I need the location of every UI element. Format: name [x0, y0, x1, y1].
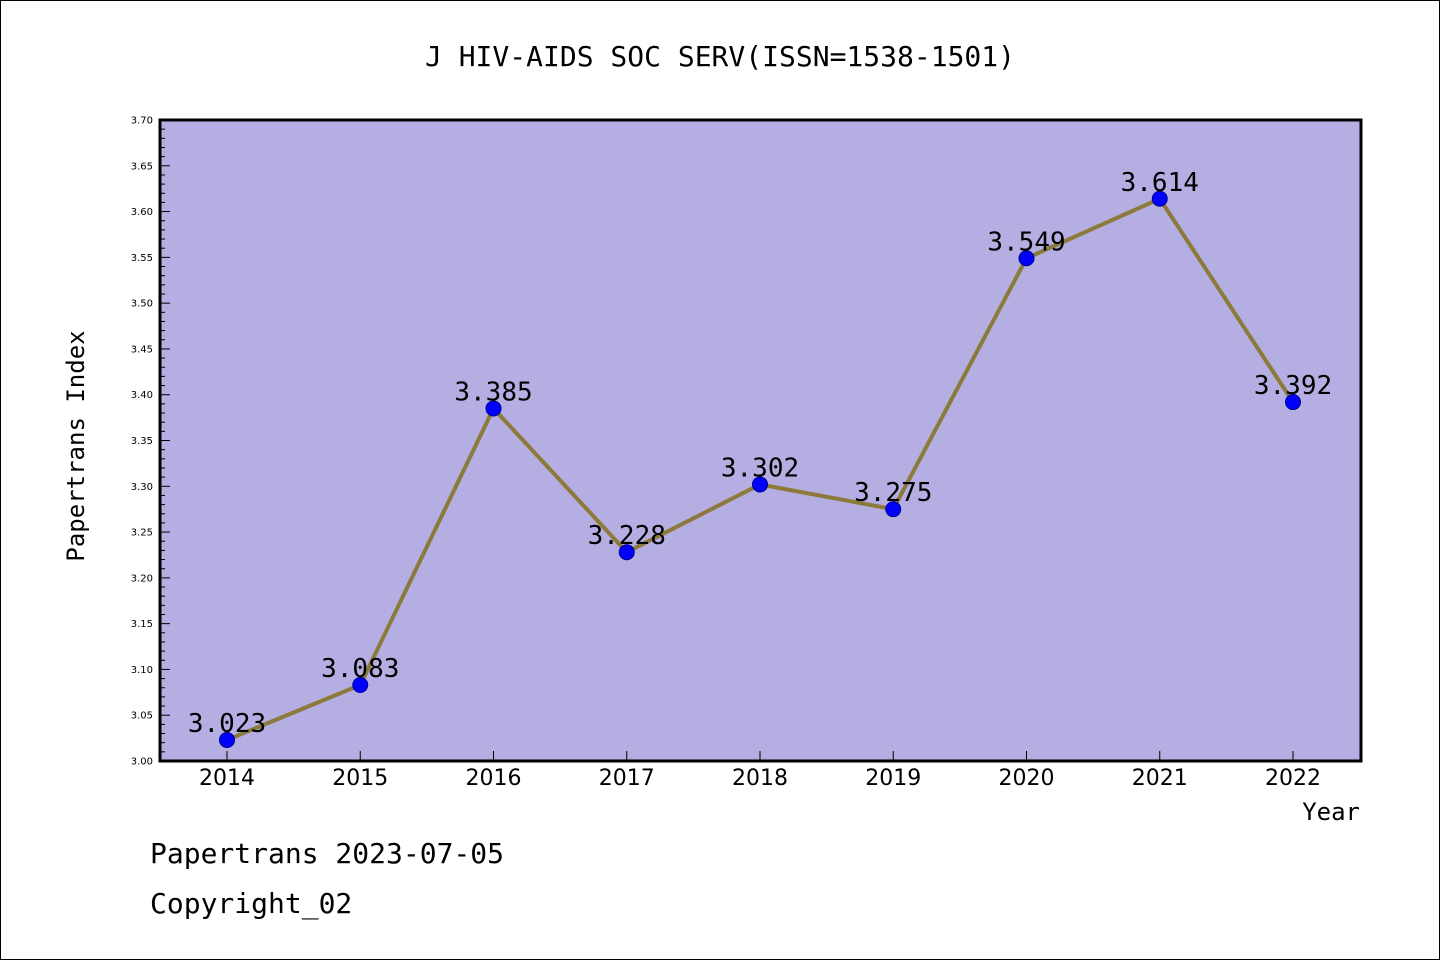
x-axis-title: Year	[1302, 798, 1360, 826]
y-tick-label: 3.60	[131, 207, 153, 218]
y-tick-label: 3.50	[131, 299, 153, 310]
x-tick-label: 2015	[332, 766, 388, 791]
data-point	[1151, 190, 1168, 207]
footer-copyright: Copyright_02	[150, 887, 352, 921]
x-tick-label: 2016	[466, 766, 522, 791]
data-point	[618, 544, 635, 561]
data-label: 3.392	[1254, 371, 1332, 401]
data-label: 3.083	[321, 654, 399, 684]
y-axis-title: Papertrans Index	[62, 330, 90, 561]
x-tick-label: 2018	[732, 766, 788, 791]
x-axis: 2014 2015 2016 2017 2018 2019 2020 2021 2022	[199, 751, 1321, 791]
plot-frame	[158, 118, 1363, 763]
x-tick-label: 2021	[1132, 766, 1188, 791]
data-point	[352, 676, 369, 693]
x-tick-label: 2019	[865, 766, 921, 791]
series-markers	[219, 190, 1301, 748]
data-label: 3.549	[987, 227, 1065, 257]
plot-area	[160, 120, 1361, 761]
x-tick-label: 2017	[599, 766, 655, 791]
y-tick-label: 3.25	[131, 528, 153, 539]
y-axis: 3.00 3.05 3.10 3.15 3.20 3.25 3.30 3.35 3.40 3.45…	[131, 116, 170, 768]
footer-date: Papertrans 2023-07-05	[150, 837, 504, 870]
data-point	[752, 476, 768, 493]
data-label: 3.275	[854, 478, 932, 508]
chart-title: J HIV-AIDS SOC SERV(ISSN=1538-1501)	[425, 40, 1015, 73]
y-tick-label: 3.20	[131, 573, 153, 584]
data-point	[1285, 394, 1301, 411]
data-label: 3.614	[1121, 168, 1199, 198]
data-label: 3.302	[721, 453, 799, 483]
y-tick-label: 3.40	[131, 390, 153, 401]
data-point	[219, 731, 235, 748]
data-label: 3.228	[588, 521, 666, 551]
x-tick-label: 2020	[999, 766, 1055, 791]
data-labels: 3.023 3.083 3.385 3.228 3.302 3.275 3.549 3.614…	[188, 168, 1332, 739]
data-label: 3.023	[188, 709, 266, 739]
data-point	[1018, 250, 1035, 267]
y-tick-label: 3.70	[131, 116, 153, 127]
y-tick-label: 3.30	[131, 482, 153, 493]
y-tick-label: 3.65	[131, 161, 153, 172]
y-tick-label: 3.45	[131, 344, 153, 355]
y-tick-label: 3.00	[131, 757, 153, 768]
data-point	[885, 501, 902, 518]
data-label: 3.385	[454, 377, 532, 407]
y-tick-label: 3.55	[131, 253, 153, 264]
x-tick-label: 2014	[199, 766, 255, 791]
y-tick-label: 3.10	[131, 665, 153, 676]
y-tick-label: 3.15	[131, 619, 153, 630]
y-tick-label: 3.35	[131, 436, 153, 447]
x-tick-label: 2022	[1265, 766, 1321, 791]
y-tick-label: 3.05	[131, 711, 153, 722]
data-point	[485, 400, 502, 417]
